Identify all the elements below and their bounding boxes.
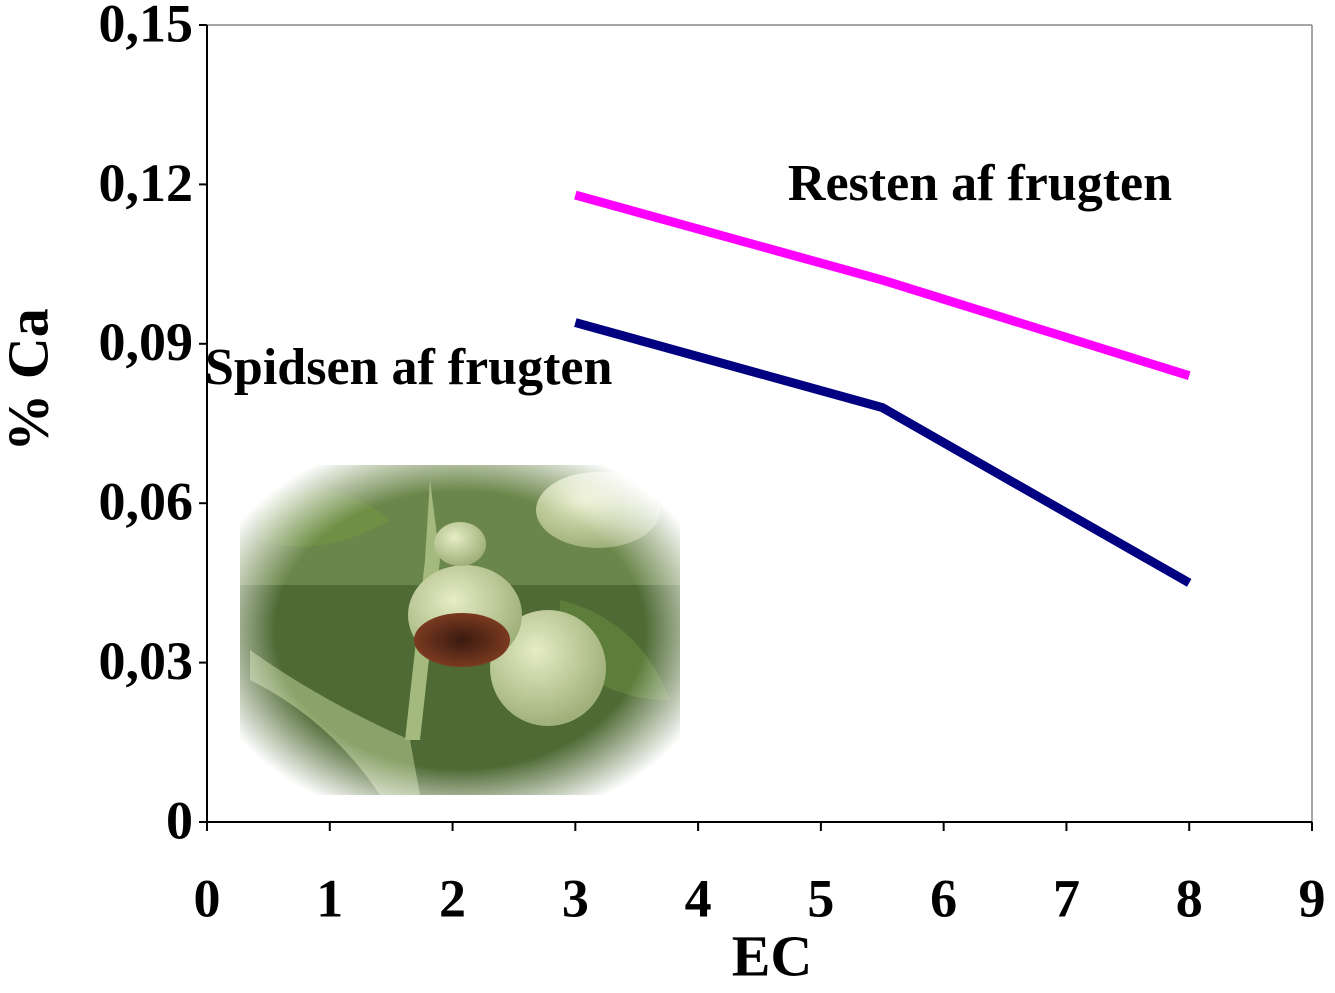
y-tick-label: 0,09 — [99, 312, 194, 372]
x-tick-label: 7 — [1053, 868, 1080, 928]
y-axis-label: % Ca — [0, 308, 60, 451]
x-tick-label: 0 — [194, 868, 221, 928]
photo — [240, 465, 680, 795]
x-tick-label: 5 — [807, 868, 834, 928]
x-tick-label: 3 — [562, 868, 589, 928]
x-tick-label: 9 — [1299, 868, 1326, 928]
series-label: Resten af frugten — [788, 155, 1172, 212]
x-tick-label: 1 — [316, 868, 343, 928]
series-label: Spidsen af frugten — [205, 339, 612, 396]
x-tick-label: 4 — [685, 868, 712, 928]
x-tick-label: 2 — [439, 868, 466, 928]
y-tick-label: 0,03 — [99, 631, 194, 691]
series-line — [574, 318, 1192, 587]
y-tick-label: 0,15 — [99, 0, 194, 53]
y-tick-label: 0 — [166, 790, 193, 850]
y-tick-label: 0,06 — [99, 472, 194, 532]
x-tick-label: 8 — [1176, 868, 1203, 928]
x-axis-label: EC — [732, 923, 813, 988]
y-tick-label: 0,12 — [99, 153, 194, 213]
x-tick-label: 6 — [930, 868, 957, 928]
series-line — [574, 190, 1191, 380]
